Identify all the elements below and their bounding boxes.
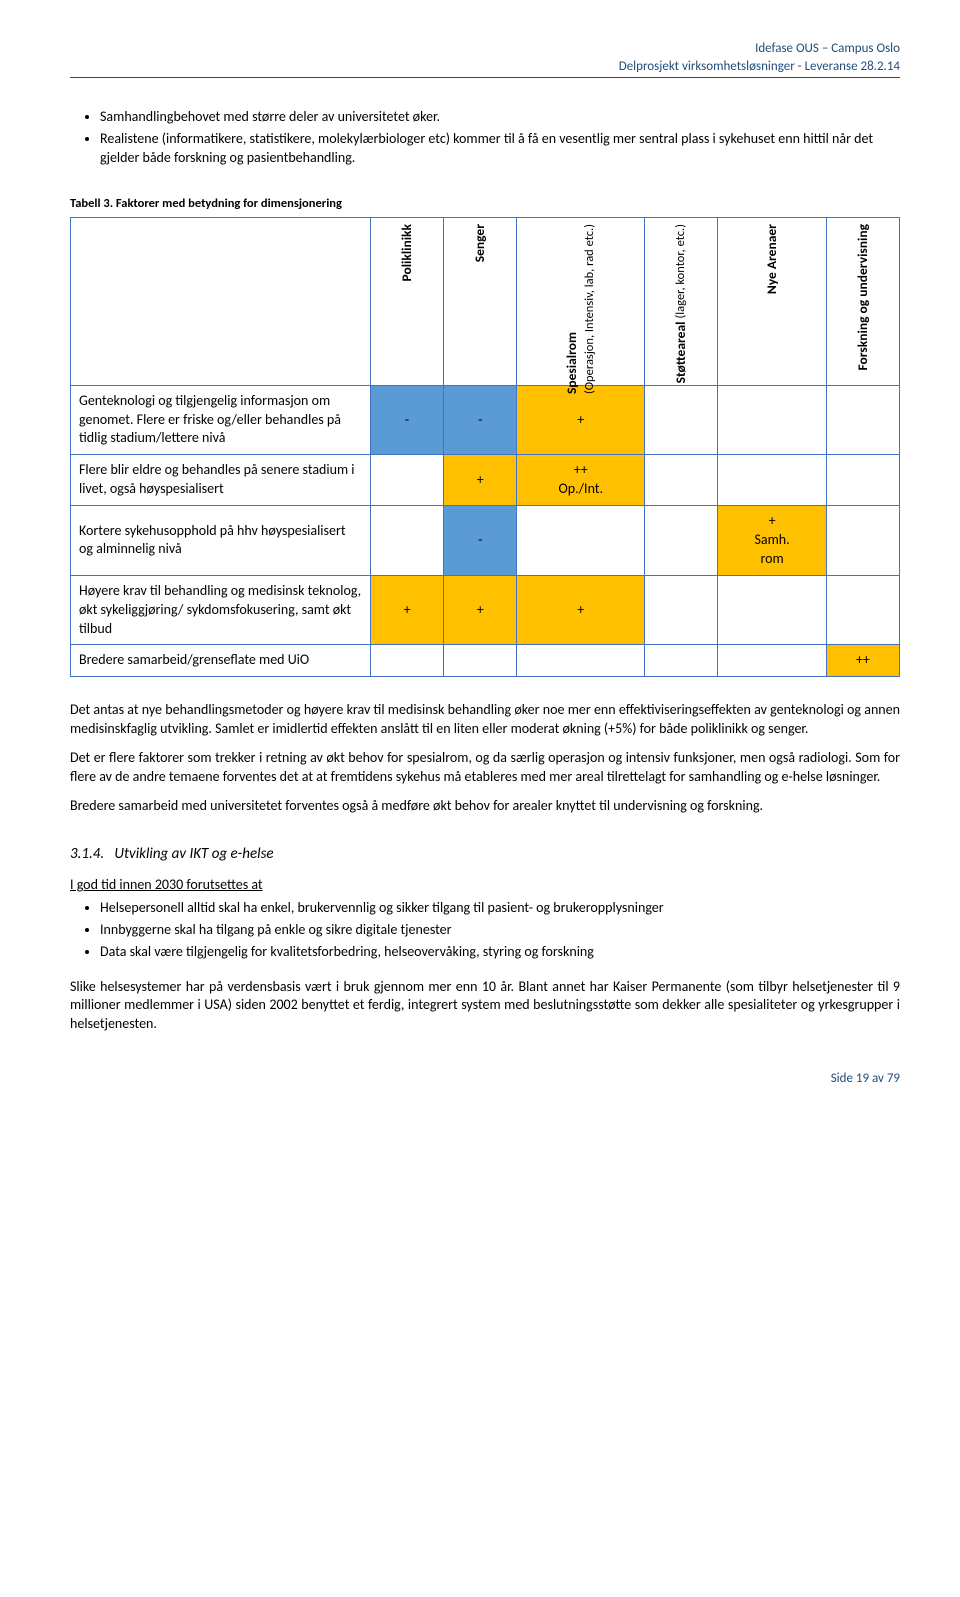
- data-cell: [718, 385, 826, 455]
- paragraph: Det antas at nye behandlingsmetoder og h…: [70, 701, 900, 739]
- intro-bullet: Samhandlingbehovet med større deler av u…: [100, 108, 900, 127]
- table-row: Kortere sykehusopphold på hhv høyspesial…: [71, 506, 900, 576]
- table-row: Høyere krav til behandling og medisinsk …: [71, 575, 900, 645]
- data-cell: [444, 645, 517, 677]
- data-cell: +: [517, 575, 645, 645]
- data-cell: [718, 575, 826, 645]
- col-header: Spesialrom(Operasjon, Intensiv, lab, rad…: [517, 217, 645, 385]
- closing-paragraph: Slike helsesystemer har på verdensbasis …: [70, 978, 900, 1035]
- row-label: Genteknologi og tilgjengelig informasjon…: [71, 385, 371, 455]
- col-header: Forskning og undervisning: [826, 217, 899, 385]
- lead-line: I god tid innen 2030 forutsettes at: [70, 876, 900, 895]
- table-row: Genteknologi og tilgjengelig informasjon…: [71, 385, 900, 455]
- data-cell: +: [444, 575, 517, 645]
- data-cell: +: [517, 385, 645, 455]
- data-cell: [517, 645, 645, 677]
- data-cell: [826, 455, 899, 506]
- col-header: Støtteareal (lager, kontor, etc.): [645, 217, 718, 385]
- data-cell: [826, 575, 899, 645]
- table-row: Bredere samarbeid/grenseflate med UiO ++: [71, 645, 900, 677]
- page-header: Idefase OUS – Campus Oslo Delprosjekt vi…: [70, 40, 900, 78]
- row-label: Bredere samarbeid/grenseflate med UiO: [71, 645, 371, 677]
- section-number: 3.1.4.: [70, 845, 104, 863]
- row-label: Høyere krav til behandling og medisinsk …: [71, 575, 371, 645]
- section-title: Utvikling av IKT og e-helse: [114, 845, 273, 863]
- data-cell: [371, 645, 444, 677]
- data-cell: [645, 645, 718, 677]
- data-cell: -: [444, 506, 517, 576]
- header-blank: [71, 217, 371, 385]
- row-label: Kortere sykehusopphold på hhv høyspesial…: [71, 506, 371, 576]
- col-header: Senger: [444, 217, 517, 385]
- data-cell: [517, 506, 645, 576]
- data-cell: [645, 575, 718, 645]
- data-cell: -: [444, 385, 517, 455]
- row-label: Flere blir eldre og behandles på senere …: [71, 455, 371, 506]
- data-cell: [718, 645, 826, 677]
- factors-table: Poliklinikk Senger Spesialrom(Operasjon,…: [70, 217, 900, 678]
- data-cell: [371, 455, 444, 506]
- subsection-heading: 3.1.4. Utvikling av IKT og e-helse: [70, 844, 900, 864]
- data-cell: [826, 506, 899, 576]
- data-cell: [645, 506, 718, 576]
- header-line2: Delprosjekt virksomhetsløsninger - Lever…: [70, 58, 900, 76]
- section-bullet-list: Helsepersonell alltid skal ha enkel, bru…: [70, 899, 900, 962]
- table-header-row: Poliklinikk Senger Spesialrom(Operasjon,…: [71, 217, 900, 385]
- section-bullet: Data skal være tilgjengelig for kvalitet…: [100, 943, 900, 962]
- data-cell: [826, 385, 899, 455]
- data-cell: ++ Op./Int.: [517, 455, 645, 506]
- section-bullet: Innbyggerne skal ha tilgang på enkle og …: [100, 921, 900, 940]
- data-cell: [371, 506, 444, 576]
- data-cell: +: [371, 575, 444, 645]
- paragraph: Bredere samarbeid med universitetet forv…: [70, 797, 900, 816]
- intro-bullet: Realistene (informatikere, statistikere,…: [100, 130, 900, 168]
- intro-bullet-list: Samhandlingbehovet med større deler av u…: [70, 108, 900, 168]
- data-cell: + Samh. rom: [718, 506, 826, 576]
- table-caption: Tabell 3. Faktorer med betydning for dim…: [70, 196, 900, 213]
- section-bullet: Helsepersonell alltid skal ha enkel, bru…: [100, 899, 900, 918]
- data-cell: +: [444, 455, 517, 506]
- data-cell: [645, 455, 718, 506]
- paragraph: Det er flere faktorer som trekker i retn…: [70, 749, 900, 787]
- data-cell: -: [371, 385, 444, 455]
- data-cell: ++: [826, 645, 899, 677]
- header-line1: Idefase OUS – Campus Oslo: [70, 40, 900, 58]
- data-cell: [718, 455, 826, 506]
- col-header: Poliklinikk: [371, 217, 444, 385]
- table-row: Flere blir eldre og behandles på senere …: [71, 455, 900, 506]
- header-rule: [70, 77, 900, 78]
- page-footer: Side 19 av 79: [70, 1070, 900, 1088]
- col-header: Nye Arenaer: [718, 217, 826, 385]
- data-cell: [645, 385, 718, 455]
